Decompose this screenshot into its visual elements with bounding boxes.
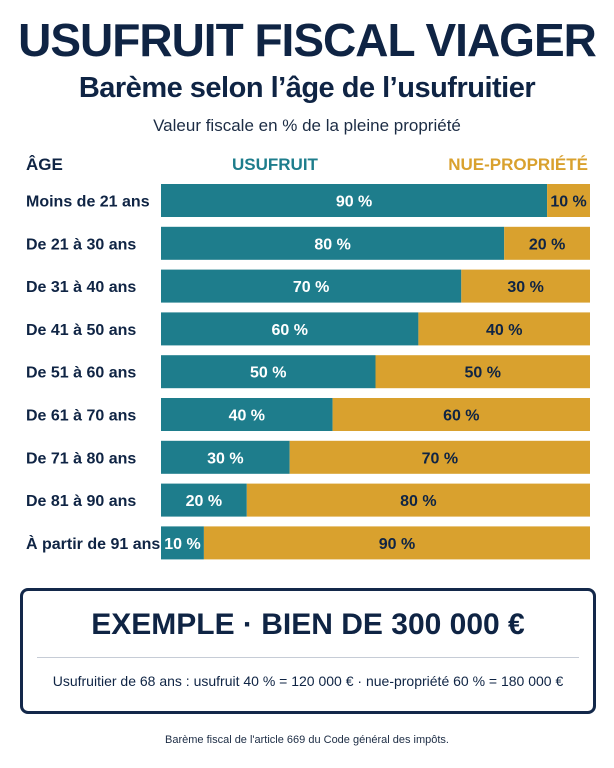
data-label-nue-propriete: 90 %	[379, 536, 415, 553]
bar-nue-propriete	[203, 526, 590, 560]
data-label-nue-propriete: 20 %	[529, 236, 565, 253]
data-label-usufruit: 90 %	[336, 194, 372, 211]
data-label-usufruit: 40 %	[229, 408, 265, 425]
category-label: Moins de 21 ans	[26, 194, 150, 211]
data-label-usufruit: 80 %	[314, 236, 350, 253]
data-label-nue-propriete: 40 %	[486, 322, 522, 339]
example-title: EXEMPLE · BIEN DE 300 000 €	[91, 608, 525, 641]
column-header-nue-propriete: NUE-PROPRIÉTÉ	[448, 155, 588, 174]
data-label-usufruit: 30 %	[207, 450, 243, 467]
category-label: À partir de 91 ans	[26, 534, 160, 553]
data-label-usufruit: 50 %	[250, 365, 286, 382]
bar-nue-propriete	[246, 483, 591, 517]
bar-usufruit	[161, 355, 376, 389]
bar-usufruit	[161, 526, 204, 560]
bar-usufruit	[161, 184, 548, 217]
data-label-nue-propriete: 50 %	[465, 365, 501, 382]
bar-usufruit	[161, 483, 247, 517]
category-label: De 41 à 50 ans	[26, 322, 136, 339]
data-label-usufruit: 10 %	[164, 536, 200, 553]
footnote: Barème fiscal de l'article 669 du Code g…	[165, 734, 449, 746]
bar-usufruit	[161, 440, 290, 474]
bar-nue-propriete	[375, 355, 590, 389]
bar-usufruit	[161, 398, 333, 431]
data-label-nue-propriete: 10 %	[550, 194, 586, 211]
bar-nue-propriete	[289, 440, 590, 474]
category-label: De 51 à 60 ans	[26, 365, 136, 382]
bar-nue-propriete	[461, 269, 590, 303]
bar-nue-propriete	[418, 312, 590, 346]
category-label: De 31 à 40 ans	[26, 279, 136, 296]
data-label-nue-propriete: 70 %	[422, 450, 458, 467]
bar-usufruit	[161, 312, 419, 346]
column-header-age: ÂGE	[26, 155, 63, 174]
bar-nue-propriete	[504, 226, 590, 260]
data-label-usufruit: 20 %	[186, 493, 222, 510]
data-label-usufruit: 70 %	[293, 279, 329, 296]
bar-nue-propriete	[547, 184, 590, 217]
category-label: De 61 à 70 ans	[26, 408, 136, 425]
data-label-nue-propriete: 30 %	[507, 279, 543, 296]
stacked-bar-chart: Moins de 21 ans 90 % 10 % De 21 à 30 ans 80 …	[26, 184, 591, 560]
bar-usufruit	[161, 269, 462, 303]
chart-caption: Valeur fiscale en % de la pleine proprié…	[153, 116, 461, 135]
data-label-nue-propriete: 80 %	[400, 493, 436, 510]
category-label: De 81 à 90 ans	[26, 493, 136, 510]
category-label: De 71 à 80 ans	[26, 450, 136, 467]
column-header-usufruit: USUFRUIT	[232, 155, 318, 174]
example-divider	[37, 657, 579, 658]
bar-usufruit	[161, 226, 505, 260]
page-subtitle: Barème selon l’âge de l’usufruitier	[78, 72, 536, 104]
page-title: USUFRUIT FISCAL VIAGER	[18, 14, 597, 66]
data-label-usufruit: 60 %	[271, 322, 307, 339]
category-label: De 21 à 30 ans	[26, 236, 136, 253]
example-box: EXEMPLE · BIEN DE 300 000 € Usufruitier …	[20, 588, 596, 714]
data-label-nue-propriete: 60 %	[443, 408, 479, 425]
example-text: Usufruitier de 68 ans : usufruit 40 % = …	[52, 673, 564, 689]
bar-nue-propriete	[332, 398, 590, 431]
